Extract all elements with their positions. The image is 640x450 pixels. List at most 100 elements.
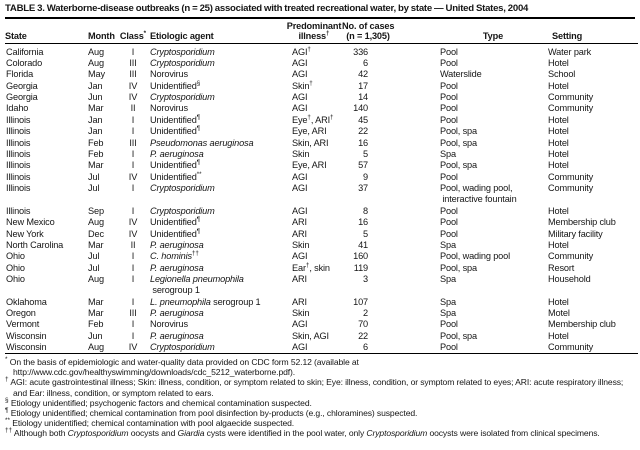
cell-cases: 6 xyxy=(363,342,368,353)
cell-agent: Cryptosporidium xyxy=(150,46,215,57)
cell-month: Aug xyxy=(88,342,104,353)
footnote: ** Etiology unidentified; chemical conta… xyxy=(5,417,295,429)
cell-illness: AGI† xyxy=(292,45,311,57)
cell-type: Spa xyxy=(440,148,456,159)
cell-month: Feb xyxy=(88,148,104,159)
cell-month: Mar xyxy=(88,160,104,171)
cell-setting: Membership club xyxy=(548,217,616,228)
cell-month: Jul xyxy=(88,251,100,262)
cell-illness: Skin xyxy=(292,239,310,250)
cell-cases: 22 xyxy=(358,330,368,341)
cell-state: Georgia xyxy=(6,92,38,103)
cell-type: Pool, spa xyxy=(440,126,477,137)
cell-state: Illinois xyxy=(6,171,31,182)
cell-illness: AGI xyxy=(292,57,308,68)
footnote-marker: * xyxy=(5,356,8,364)
cell-agent: P. aeruginosa xyxy=(150,330,204,341)
column-header-agent: Etiologic agent xyxy=(148,19,286,45)
cell-class: I xyxy=(131,126,135,137)
cell-illness: AGI xyxy=(292,69,308,80)
cell-cases: 22 xyxy=(358,126,368,137)
cell-month: Mar xyxy=(88,296,104,307)
cell-type: Pool xyxy=(440,205,458,216)
header-row: State Month Class* Etiologic agent Predomina… xyxy=(5,19,638,45)
cell-agent: Norovirus xyxy=(150,319,188,330)
cell-type: Pool xyxy=(440,319,458,330)
cell-setting: Community xyxy=(548,171,594,182)
cell-month: Jan xyxy=(88,80,103,91)
cell-month: Jun xyxy=(88,330,103,341)
table-row: Wisconsin Aug IV Cryptosporidium AGI 6 Pool Com… xyxy=(5,342,638,354)
cell-cases: 14 xyxy=(358,92,368,103)
table-row: Illinois Mar I Unidentified¶ Eye, ARI 57 Pool,… xyxy=(5,160,638,171)
cell-type: Spa xyxy=(440,239,456,250)
cell-cases: 5 xyxy=(363,228,368,239)
cell-cases: 70 xyxy=(358,319,368,330)
cell-state: Oklahoma xyxy=(6,296,47,307)
cell-setting: Community xyxy=(548,251,594,262)
cell-agent: P. aeruginosa xyxy=(150,148,204,159)
footnotes-section: * On the basis of epidemiologic and wate… xyxy=(5,354,635,438)
cell-cases: 57 xyxy=(358,160,368,171)
cell-state: Illinois xyxy=(6,205,31,216)
cell-agent: C. hominis†† xyxy=(150,250,199,262)
cell-illness: AGI xyxy=(292,342,308,353)
cell-illness: Eye†, ARI† xyxy=(292,113,334,125)
table-row: Oklahoma Mar I L. pneumophila serogroup 1 AR… xyxy=(5,297,638,308)
cell-illness: AGI xyxy=(292,183,308,194)
cell-illness: Skin xyxy=(292,308,310,319)
table-row: Ohio Jul I C. hominis†† AGI 160 Pool, wading p… xyxy=(5,251,638,262)
cell-type: Pool, spa xyxy=(440,160,477,171)
cell-cases: 9 xyxy=(363,171,368,182)
cell-agent: L. pneumophila serogroup 1 xyxy=(150,296,261,307)
cell-state: Oregon xyxy=(6,308,36,319)
footnote-marker: †† xyxy=(5,427,13,435)
cell-setting: Hotel xyxy=(548,114,569,125)
cell-cases: 45 xyxy=(358,114,368,125)
cell-setting: Resort xyxy=(548,262,575,273)
cell-type: Waterslide xyxy=(440,69,482,80)
cell-class: I xyxy=(131,274,135,285)
cell-setting: Hotel xyxy=(548,148,569,159)
cell-cases: 2 xyxy=(363,308,368,319)
cell-cases: 17 xyxy=(358,80,368,91)
cell-cases: 140 xyxy=(353,103,368,114)
cell-cases: 6 xyxy=(363,57,368,68)
cell-type: Pool xyxy=(440,217,458,228)
cell-state: Ohio xyxy=(6,262,25,273)
cell-illness: Skin, ARI xyxy=(292,137,329,148)
table-row: Oregon Mar III P. aeruginosa Skin 2 Spa Motel xyxy=(5,308,638,319)
cell-illness: AGI xyxy=(292,251,308,262)
cell-class: II xyxy=(130,103,136,114)
cell-agent: P. aeruginosa xyxy=(150,262,204,273)
table-title: TABLE 3. Waterborne-disease outbreaks (n… xyxy=(5,3,635,19)
cell-type: Pool xyxy=(440,228,458,239)
cell-illness: AGI xyxy=(292,319,308,330)
cell-illness: AGI xyxy=(292,205,308,216)
cell-cases: 3 xyxy=(363,274,368,285)
cell-cases: 42 xyxy=(358,69,368,80)
cell-setting: School xyxy=(548,69,576,80)
cell-state: Illinois xyxy=(6,114,31,125)
cell-state: Georgia xyxy=(6,80,38,91)
cell-month: Mar xyxy=(88,308,104,319)
table-row: New Mexico Aug IV Unidentified¶ ARI 16 Pool Mem… xyxy=(5,216,638,228)
cell-type: Pool, wading pool xyxy=(440,251,510,262)
cell-illness: Skin xyxy=(292,148,310,159)
cell-state: Illinois xyxy=(6,183,31,194)
cell-setting: Community xyxy=(548,103,594,114)
cell-class: I xyxy=(131,319,135,330)
cell-state: Vermont xyxy=(6,319,40,330)
cell-setting: Community xyxy=(548,183,594,194)
column-header-type: Type xyxy=(394,19,546,45)
cell-agent: Unidentified¶ xyxy=(150,125,201,137)
cell-type: Pool xyxy=(440,92,458,103)
column-header-setting: Setting xyxy=(546,19,638,45)
cell-illness: Eye, ARI xyxy=(292,160,327,171)
column-header-illness: Predominant illness† xyxy=(286,19,342,45)
cell-type: Pool xyxy=(440,103,458,114)
footnote: ¶ Etiology unidentified; chemical contam… xyxy=(5,407,418,418)
cell-agent: Cryptosporidium xyxy=(150,342,215,353)
cell-state: Idaho xyxy=(6,103,29,114)
cell-month: Mar xyxy=(88,239,104,250)
